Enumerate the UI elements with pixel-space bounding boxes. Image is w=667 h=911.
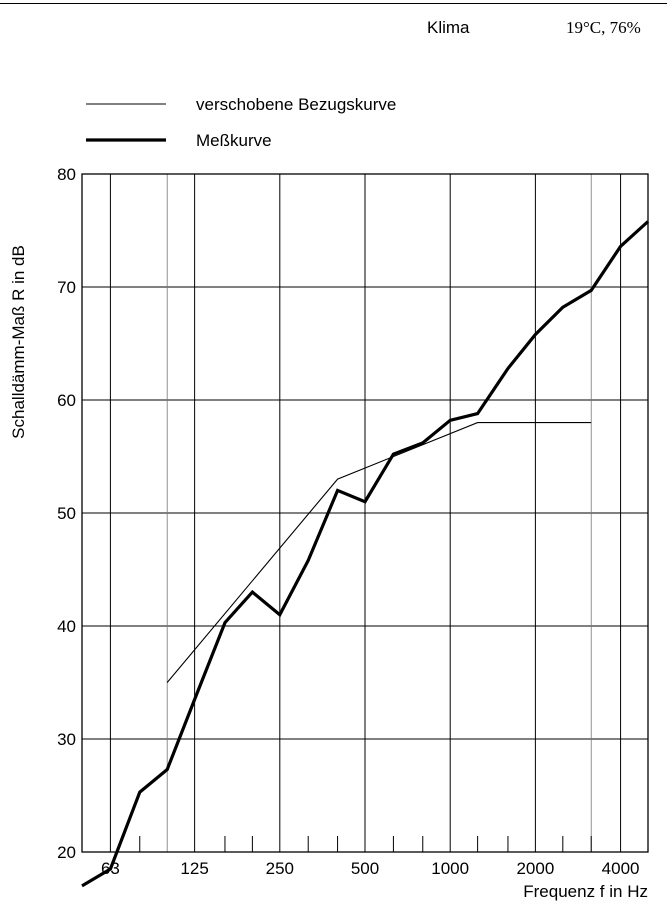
klima-label: Klima (427, 18, 470, 37)
legend: verschobene Bezugskurve Meßkurve (86, 95, 396, 150)
x-tick-label: 2000 (516, 859, 554, 878)
y-tick-label: 70 (57, 278, 76, 297)
y-tick-label: 20 (57, 843, 76, 862)
x-tick-label: 4000 (602, 859, 640, 878)
y-tick-label: 30 (57, 730, 76, 749)
header-rule (0, 3, 667, 4)
legend-label: verschobene Bezugskurve (196, 95, 396, 114)
x-tick-label: 125 (180, 859, 208, 878)
series-line-bezugskurve (166, 422, 592, 683)
legend-label: Meßkurve (196, 131, 272, 150)
y-tick-label: 80 (57, 165, 76, 184)
y-tick-label: 50 (57, 504, 76, 523)
plot-frame (81, 173, 649, 853)
y-tick-label: 60 (57, 391, 76, 410)
klima-value: 19°C, 76% (566, 18, 641, 37)
y-tick-label: 40 (57, 617, 76, 636)
x-axis-label: Frequenz f in Hz (523, 882, 648, 901)
grid (82, 174, 648, 852)
y-tick-labels: 20 30 40 50 60 70 80 (57, 165, 76, 862)
y-axis-label: Schalldämm-Maß R in dB (9, 245, 28, 439)
series (81, 220, 650, 888)
x-tick-label: 1000 (431, 859, 469, 878)
x-tick-labels: 63 125 250 500 1000 2000 4000 (101, 859, 640, 878)
x-tick-label: 250 (266, 859, 294, 878)
series-line-messkurve (81, 220, 650, 888)
x-tick-label: 500 (351, 859, 379, 878)
